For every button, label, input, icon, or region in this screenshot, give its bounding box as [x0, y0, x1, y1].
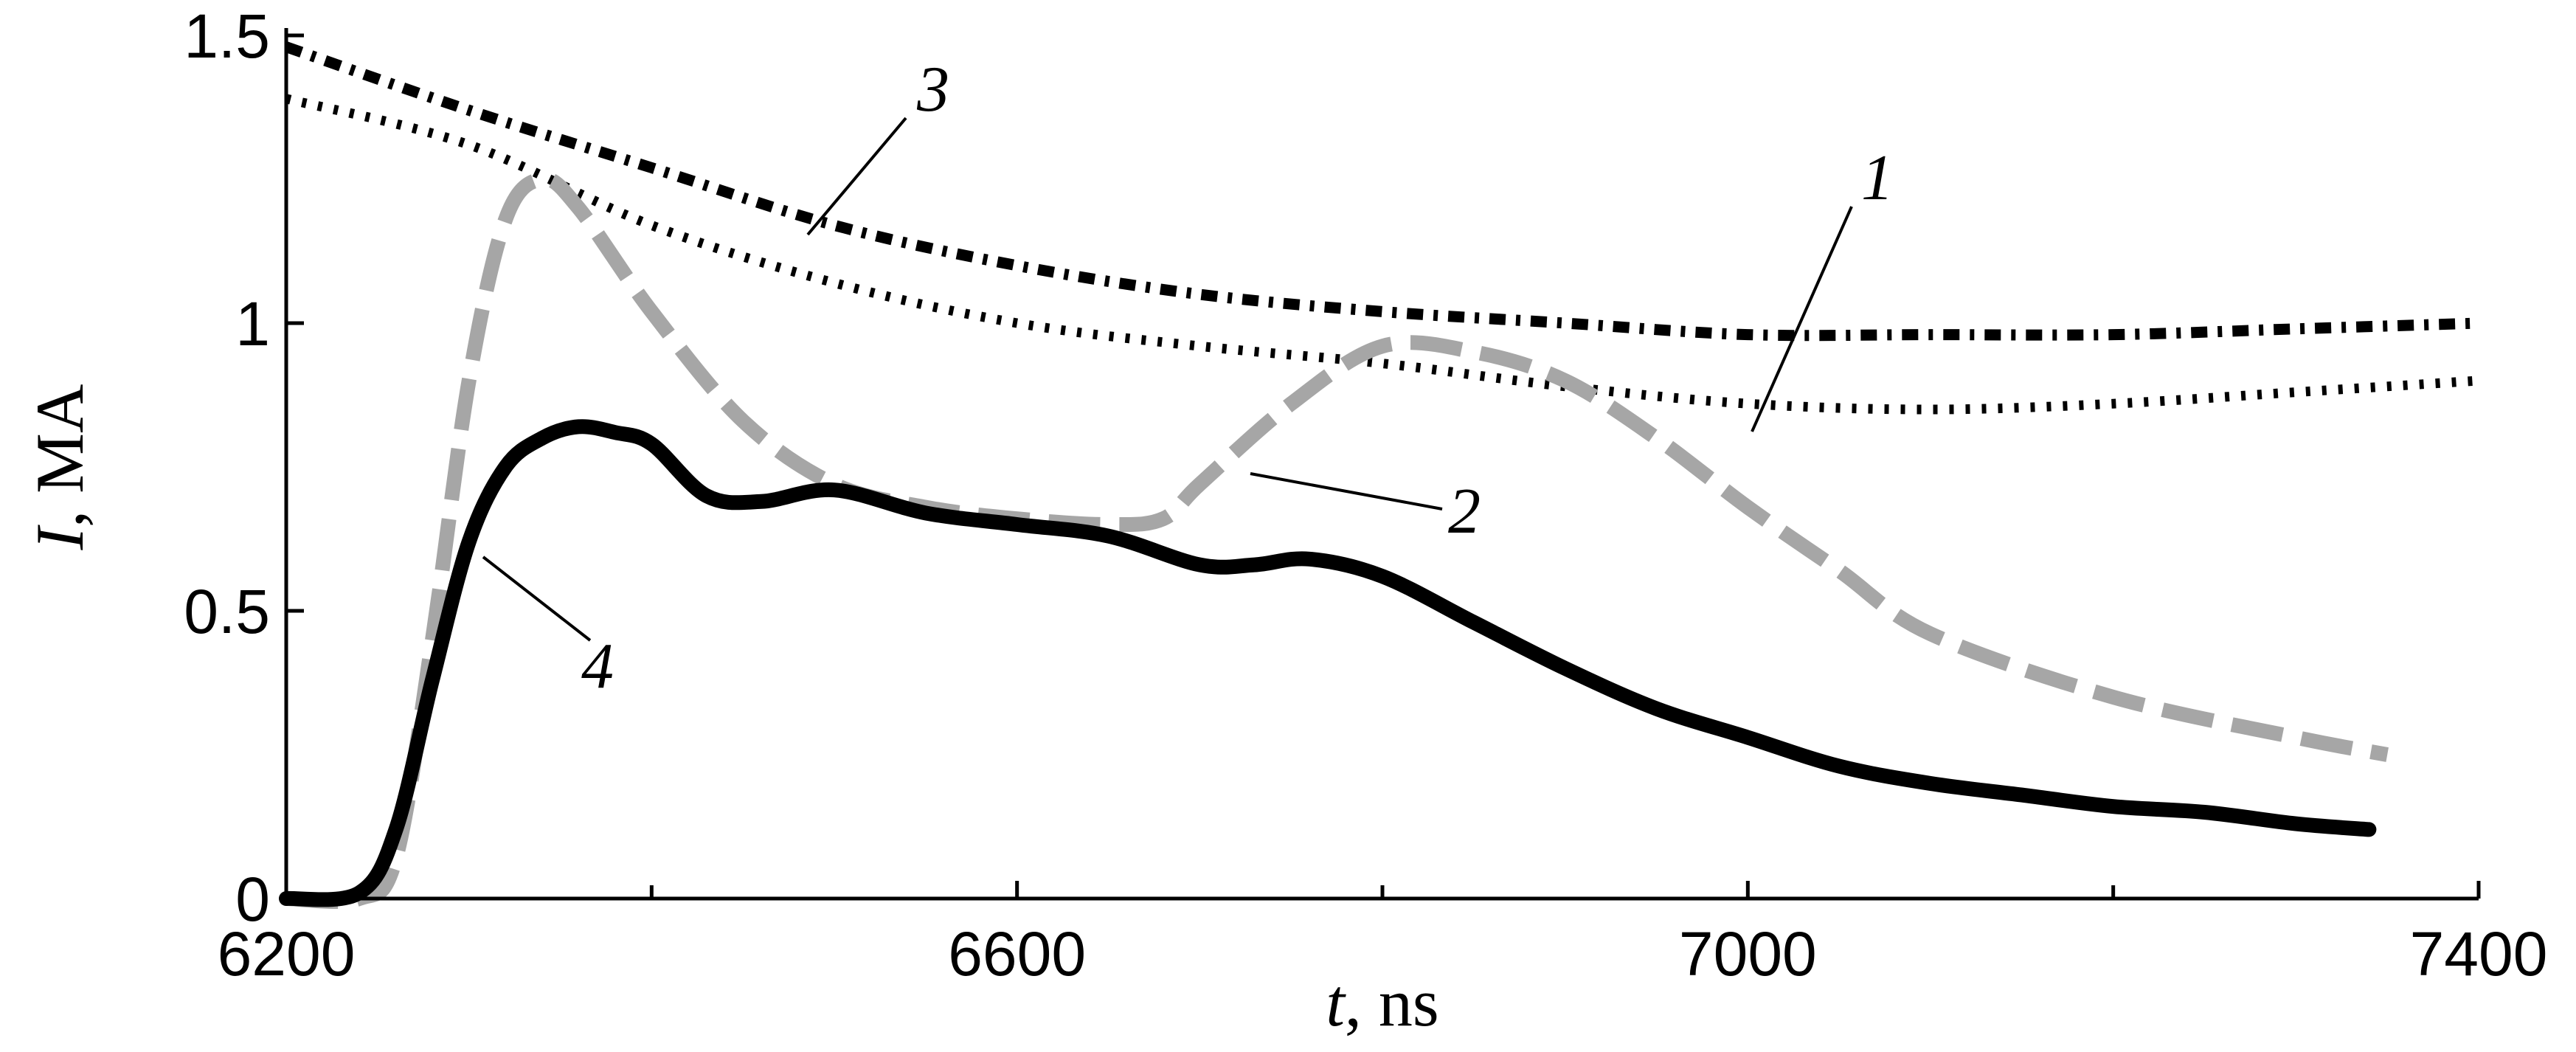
labels-layer: 6200 6600 7000 7400 0 0.5 1 1.5 t, ns I, MA 1 2 3 4	[22, 1, 2547, 1040]
y-tick-label: 1.5	[184, 1, 270, 71]
x-tick-label: 7000	[1679, 919, 1817, 989]
x-tick-label: 6200	[218, 919, 356, 989]
series-4-label: 4	[581, 631, 614, 702]
series-3-line	[284, 41, 2479, 342]
series-1-line	[285, 94, 2479, 415]
y-tick-label: 0	[235, 865, 270, 934]
series-2-leader-line	[1250, 472, 1443, 511]
axes-layer	[284, 28, 2481, 901]
series-3-leader-line	[806, 117, 907, 236]
series-4-line	[279, 419, 2377, 907]
curves-layer	[279, 41, 2479, 910]
series-4-leader-line	[482, 556, 592, 642]
series-1-leader-line	[1751, 206, 1853, 432]
series-3-label: 3	[916, 54, 949, 125]
y-tick-label: 0.5	[184, 577, 270, 646]
x-axis-title: t, ns	[1326, 965, 1438, 1040]
y-axis-title: I, MA	[22, 384, 97, 551]
x-tick-label: 7400	[2410, 919, 2548, 989]
series-2-label: 2	[1448, 476, 1481, 547]
series-2-line	[285, 171, 2389, 910]
series-1-label: 1	[1861, 142, 1894, 214]
x-tick-label: 6600	[948, 919, 1086, 989]
y-tick-label: 1	[235, 289, 270, 359]
